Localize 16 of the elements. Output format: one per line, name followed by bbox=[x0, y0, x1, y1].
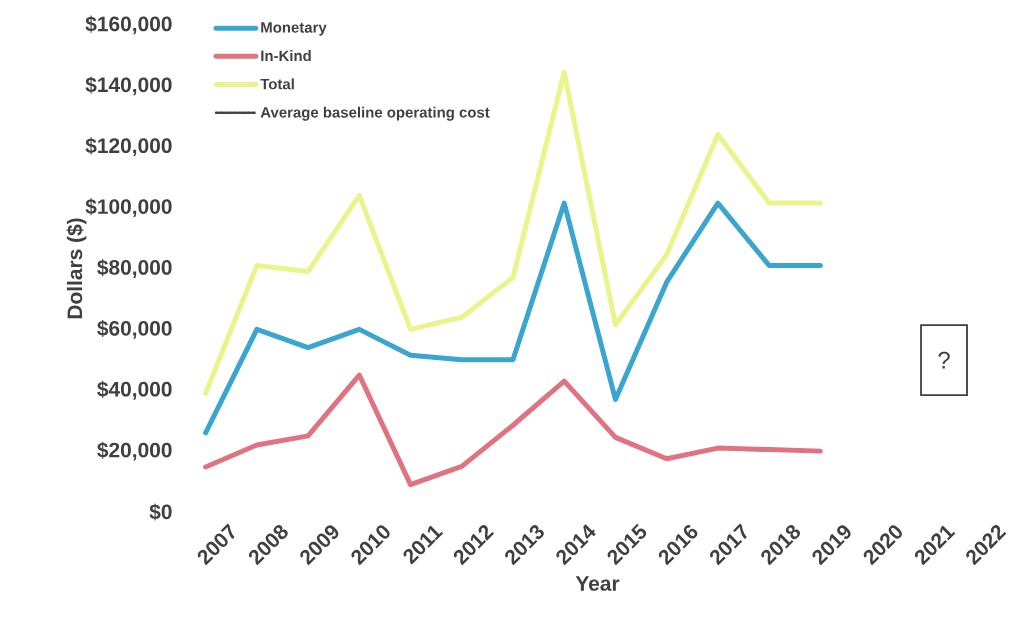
x-axis-title: Year bbox=[575, 576, 620, 591]
y-tick-label: $0 bbox=[149, 503, 172, 521]
y-axis-title: Dollars ($) bbox=[66, 218, 87, 319]
legend-label: In-Kind bbox=[261, 50, 311, 62]
y-tick-label: $100,000 bbox=[85, 198, 172, 217]
y-tick-label: $120,000 bbox=[85, 137, 172, 157]
legend-label: Average baseline operating cost bbox=[260, 106, 490, 121]
annotation: ? bbox=[938, 351, 950, 369]
y-tick-label: $60,000 bbox=[97, 319, 172, 339]
y-tick-label: $160,000 bbox=[85, 15, 172, 35]
legend-label: Monetary bbox=[261, 22, 327, 36]
y-tick-label: $140,000 bbox=[85, 76, 172, 96]
y-tick-label: $20,000 bbox=[97, 441, 172, 461]
y-tick-label: $80,000 bbox=[97, 259, 172, 278]
y-tick-label: $40,000 bbox=[97, 380, 172, 400]
legend-label: Total bbox=[260, 78, 294, 90]
